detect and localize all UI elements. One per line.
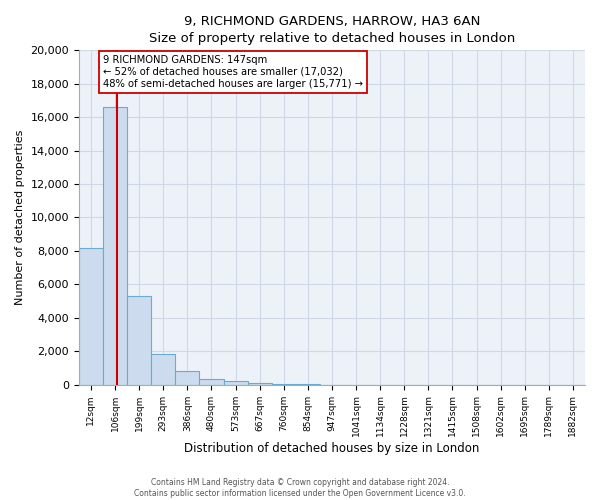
Bar (127, 296, 151, 384)
Bar (224, 382, 248, 384)
X-axis label: Distribution of detached houses by size in London: Distribution of detached houses by size … (184, 442, 479, 455)
Bar (79, 248, 103, 384)
Y-axis label: Number of detached properties: Number of detached properties (15, 130, 25, 305)
Bar (175, 371, 199, 384)
Bar (103, 107, 127, 384)
Bar (248, 383, 272, 384)
Bar (151, 354, 175, 384)
Text: 9 RICHMOND GARDENS: 147sqm
← 52% of detached houses are smaller (17,032)
48% of : 9 RICHMOND GARDENS: 147sqm ← 52% of deta… (103, 56, 363, 88)
Bar (199, 378, 224, 384)
Title: 9, RICHMOND GARDENS, HARROW, HA3 6AN
Size of property relative to detached house: 9, RICHMOND GARDENS, HARROW, HA3 6AN Siz… (149, 15, 515, 45)
Text: Contains HM Land Registry data © Crown copyright and database right 2024.
Contai: Contains HM Land Registry data © Crown c… (134, 478, 466, 498)
